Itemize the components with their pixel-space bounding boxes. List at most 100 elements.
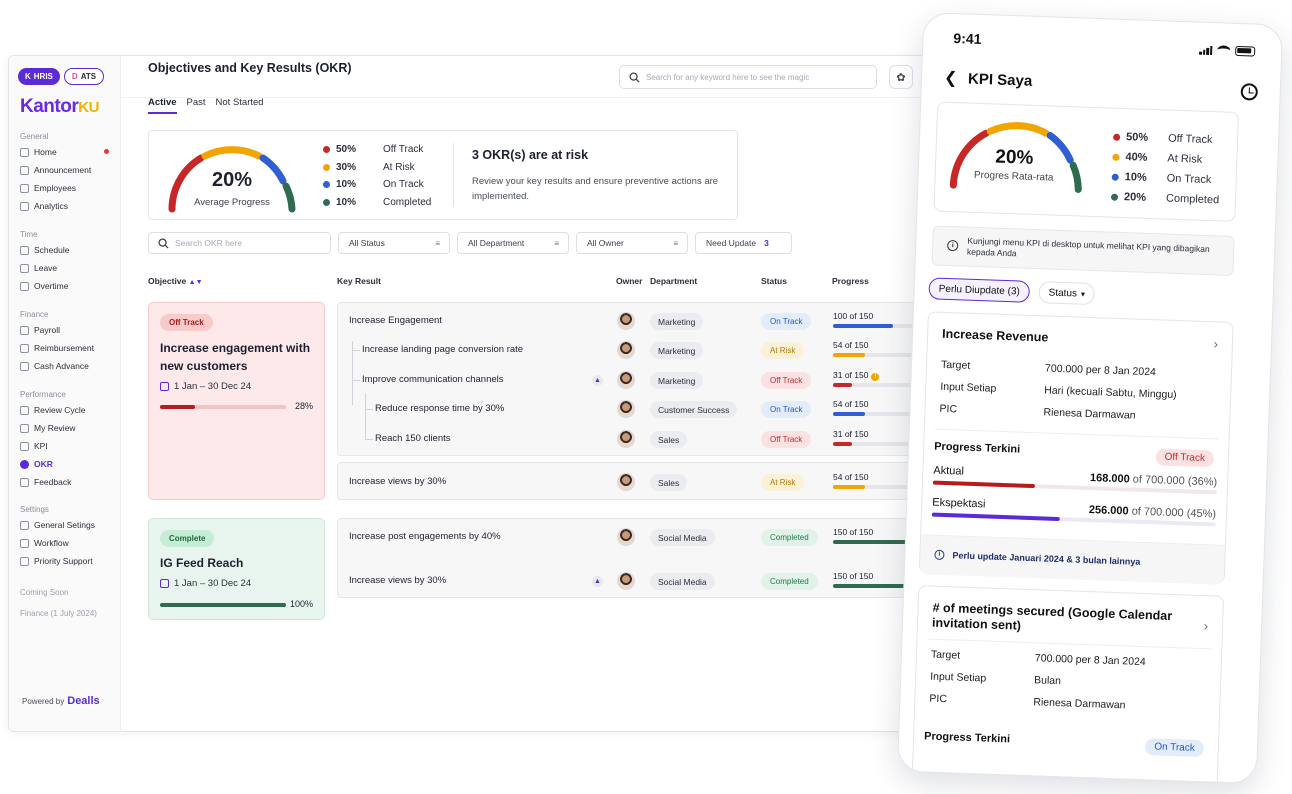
legend-swatch — [1113, 133, 1121, 141]
key-result-row[interactable]: Increase views by 30% Sales At Risk 54 of 1… — [338, 469, 1006, 495]
kpi-card-title: Increase Revenue — [941, 326, 1049, 345]
objective-card[interactable]: Off Track Increase engagement with new c… — [148, 302, 325, 500]
key-result-row[interactable]: Increase post engagements by 40% Social M… — [338, 524, 1006, 550]
needs-update-chip[interactable]: Perlu Diupdate (3) — [928, 277, 1031, 303]
history-icon[interactable] — [1240, 83, 1259, 101]
progress-title: Progress Terkini — [923, 730, 1011, 746]
key-result-row[interactable]: Reach 150 clients Sales Off Track 31 of 150 — [338, 426, 1006, 452]
key-result-row[interactable]: Improve communication channels ▲ Marketing… — [338, 367, 1006, 393]
col-objective[interactable]: Objective ▲▼ — [148, 276, 203, 286]
average-progress-label: Average Progress — [194, 197, 270, 208]
sidebar-item-feedback[interactable]: Feedback — [20, 475, 115, 489]
sidebar-item-workflow[interactable]: Workflow — [20, 536, 115, 550]
okr-search-input[interactable]: Search OKR here — [148, 232, 331, 254]
menu-icon — [20, 441, 29, 451]
key-result-name: Increase views by 30% — [349, 575, 447, 586]
objective-status-badge: Off Track — [160, 314, 213, 331]
sidebar-item-kpi[interactable]: KPI — [20, 439, 115, 453]
sidebar-item-general-setings[interactable]: General Setings — [20, 518, 115, 532]
gift-icon[interactable]: ✿ — [889, 65, 913, 89]
chevron-up-icon[interactable]: ▲ — [592, 375, 603, 386]
menu-icon — [20, 520, 29, 530]
progress-text: 31 of 150 — [833, 429, 869, 439]
ats-icon: D — [71, 72, 78, 81]
okr-tabs: Active Past Not Started — [148, 97, 264, 114]
sidebar-item-schedule[interactable]: Schedule — [20, 243, 115, 257]
status-badge: Completed — [761, 529, 818, 546]
tab-past[interactable]: Past — [186, 97, 206, 108]
menu-icon — [20, 147, 29, 157]
search-icon — [158, 237, 169, 249]
sidebar-item-leave[interactable]: Leave — [20, 261, 115, 275]
owner-avatar — [617, 528, 635, 546]
status-dropdown[interactable]: Status ▾ — [1038, 281, 1096, 306]
back-arrow-icon[interactable]: ❮ — [943, 69, 958, 88]
menu-icon — [20, 201, 29, 211]
status-badge: On Track — [761, 401, 812, 418]
hris-app-button[interactable]: K HRIS — [18, 68, 60, 85]
progress-bar — [833, 412, 923, 416]
department-filter[interactable]: All Department ≡ — [457, 232, 569, 254]
menu-icon — [20, 459, 29, 469]
sidebar-item-home[interactable]: Home — [20, 145, 115, 159]
chevron-right-icon[interactable]: › — [1213, 336, 1219, 352]
tab-not-started[interactable]: Not Started — [215, 97, 264, 108]
global-search-input[interactable]: Search for any keyword here to see the m… — [619, 65, 877, 89]
topbar: Search for any keyword here to see the m… — [121, 56, 1007, 98]
app-switcher: K HRIS D ATS — [18, 68, 105, 85]
legend-swatch — [323, 198, 330, 206]
sidebar-item-priority-support[interactable]: Priority Support — [20, 554, 115, 568]
progress-bar — [833, 540, 923, 544]
sidebar-item-analytics[interactable]: Analytics — [20, 199, 115, 213]
chevron-up-icon[interactable]: ▲ — [592, 576, 603, 587]
owner-avatar — [617, 312, 635, 330]
owner-avatar — [617, 371, 635, 389]
need-update-filter[interactable]: Need Update 3 — [695, 232, 792, 254]
nav-section-title: Settings — [20, 505, 49, 514]
kpi-target: Target 700.000 per 8 Jan 2024 — [940, 358, 1157, 379]
chevron-right-icon[interactable]: › — [1203, 618, 1209, 634]
key-result-row[interactable]: Reduce response time by 30% Customer Succ… — [338, 396, 1006, 422]
nav-section-title: Performance — [20, 390, 66, 399]
sidebar-item-cash-advance[interactable]: Cash Advance — [20, 359, 115, 373]
kpi-pic: PIC Rienesa Darmawan — [939, 402, 1136, 422]
risk-description: Review your key results and ensure preve… — [472, 176, 719, 202]
sidebar-item-review-cycle[interactable]: Review Cycle — [20, 403, 115, 417]
sidebar-item-okr[interactable]: OKR — [20, 457, 115, 471]
kpi-input-frequency: Input Setiap Hari (kecuali Sabtu, Minggu) — [940, 380, 1177, 402]
kpi-pic: PIC Rienesa Darmawan — [929, 692, 1126, 712]
kpi-card[interactable]: Increase Revenue › Target 700.000 per 8 J… — [918, 311, 1234, 585]
actual-progress: Aktual 168.000 of 700.000 (36%) — [932, 465, 1218, 495]
department-tag: Sales — [650, 431, 688, 448]
legend-item: 20% Completed — [1110, 187, 1220, 211]
sidebar-item-payroll[interactable]: Payroll — [20, 323, 115, 337]
gauge-arc — [168, 146, 296, 213]
sidebar-item-employees[interactable]: Employees — [20, 181, 115, 195]
department-tag: Customer Success — [650, 401, 738, 418]
kpi-card[interactable]: # of meetings secured (Google Calendar i… — [911, 585, 1225, 785]
sidebar-item-overtime[interactable]: Overtime — [20, 279, 115, 293]
legend-swatch — [323, 146, 330, 154]
tree-line — [352, 380, 360, 381]
phone-status-icons — [1199, 45, 1256, 57]
tab-active[interactable]: Active — [148, 97, 177, 114]
col-key-result: Key Result — [337, 276, 381, 286]
owner-avatar — [617, 473, 635, 491]
owner-filter[interactable]: All Owner ≡ — [576, 232, 688, 254]
sidebar-item-announcement[interactable]: Announcement — [20, 163, 115, 177]
sidebar: K HRIS D ATS KantorKU General Home Announcem… — [9, 56, 121, 731]
key-result-row[interactable]: Increase Engagement Marketing On Track 100 … — [338, 308, 1006, 334]
department-tag: Marketing — [650, 372, 704, 389]
powered-by: Powered by Dealls — [22, 695, 100, 707]
progress-bar — [833, 324, 923, 328]
owner-avatar — [617, 430, 635, 448]
sidebar-item-reimbursement[interactable]: Reimbursement — [20, 341, 115, 355]
status-filter[interactable]: All Status ≡ — [338, 232, 450, 254]
objective-card[interactable]: Complete IG Feed Reach 1 Jan – 30 Dec 24… — [148, 518, 325, 620]
key-result-name: Increase views by 30% — [349, 476, 447, 487]
key-result-row[interactable]: Increase landing page conversion rate Mar… — [338, 337, 1006, 363]
key-result-row[interactable]: Increase views by 30% ▲ Social Media Comple… — [338, 568, 1006, 594]
ats-app-button[interactable]: D ATS — [63, 68, 105, 85]
sidebar-item-my-review[interactable]: My Review — [20, 421, 115, 435]
kpi-summary-card: 20% Progres Rata-rata 50% Off Track 40% At … — [933, 101, 1240, 222]
